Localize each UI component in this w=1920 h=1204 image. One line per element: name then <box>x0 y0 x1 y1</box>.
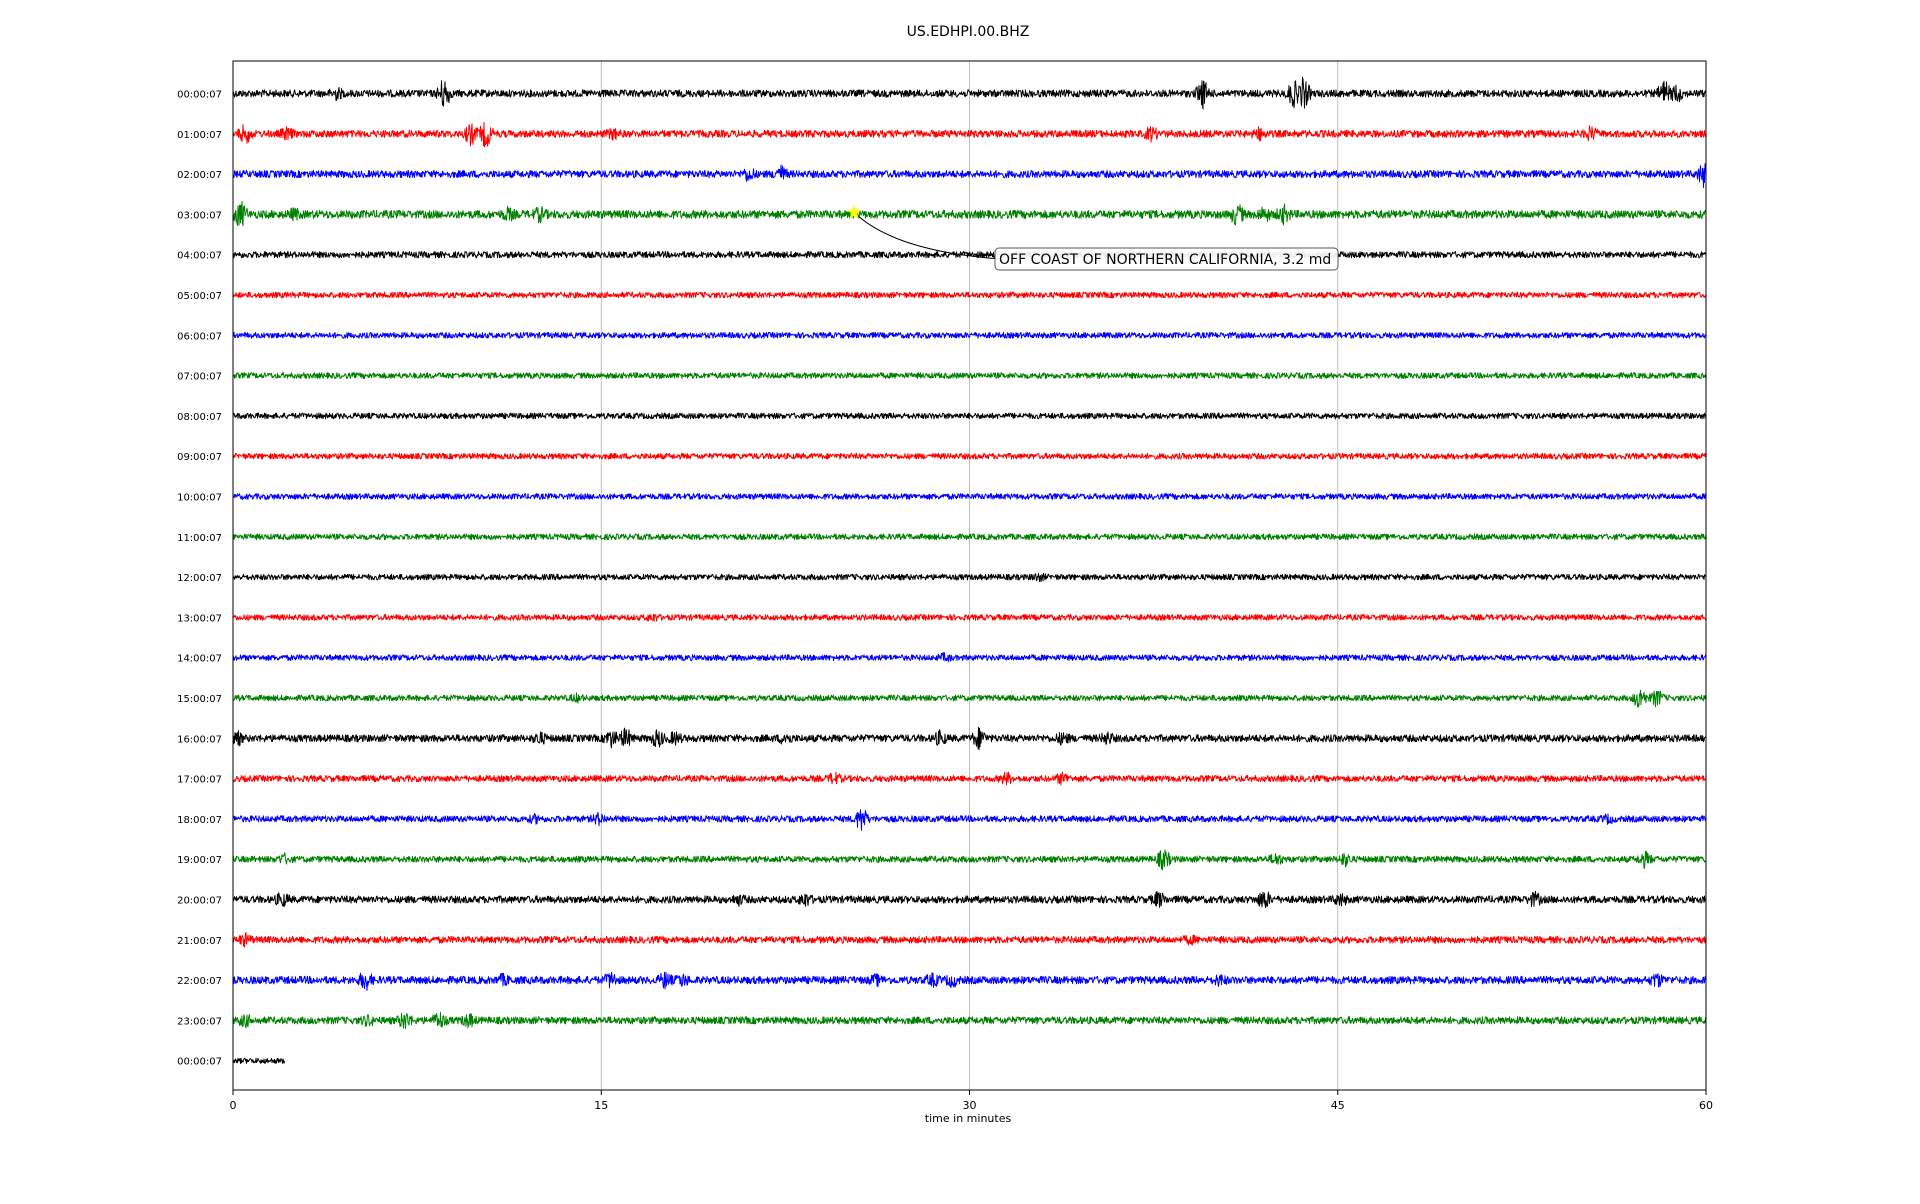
row-time-label: 00:00:07 <box>177 90 222 101</box>
row-time-label: 11:00:07 <box>177 533 222 544</box>
trace-row <box>232 932 1707 948</box>
row-time-label: 04:00:07 <box>177 251 222 262</box>
x-tick-label: 15 <box>594 1099 608 1112</box>
trace-row <box>232 163 1707 188</box>
trace-row <box>232 652 1707 663</box>
event-annotation-layer: OFF COAST OF NORTHERN CALIFORNIA, 3.2 md <box>846 204 1339 271</box>
trace-row <box>232 809 1707 831</box>
trace-row <box>232 971 1707 991</box>
trace-row <box>232 572 1707 583</box>
x-tick-label: 45 <box>1331 1099 1345 1112</box>
row-time-label: 13:00:07 <box>177 613 222 624</box>
row-time-label: 07:00:07 <box>177 372 222 383</box>
trace-row <box>232 122 1707 148</box>
trace-row <box>232 493 1707 500</box>
row-time-label: 00:00:07 <box>177 1057 222 1068</box>
trace-row <box>232 533 1707 541</box>
annotation-text: OFF COAST OF NORTHERN CALIFORNIA, 3.2 md <box>999 252 1331 268</box>
x-axis-label: time in minutes <box>925 1112 1012 1125</box>
trace-row <box>232 613 1707 622</box>
row-time-label: 03:00:07 <box>177 210 222 221</box>
row-time-label: 15:00:07 <box>177 694 222 705</box>
annotation-box <box>994 247 1339 271</box>
trace-row <box>232 452 1707 460</box>
trace-row <box>232 291 1707 299</box>
row-time-label: 17:00:07 <box>177 775 222 786</box>
seismic-traces <box>232 76 1707 1064</box>
trace-row <box>232 76 1707 110</box>
row-time-label: 02:00:07 <box>177 170 222 181</box>
x-tick-label: 60 <box>1699 1099 1713 1112</box>
row-time-label: 01:00:07 <box>177 130 222 141</box>
trace-row <box>232 849 1707 871</box>
row-time-label: 19:00:07 <box>177 855 222 866</box>
trace-row <box>232 412 1707 420</box>
row-time-label: 18:00:07 <box>177 815 222 826</box>
row-time-label: 21:00:07 <box>177 936 222 947</box>
trace-row <box>232 331 1707 339</box>
row-time-label: 23:00:07 <box>177 1016 222 1027</box>
row-time-label: 16:00:07 <box>177 734 222 745</box>
trace-row <box>232 890 1707 908</box>
trace-row <box>232 1057 285 1064</box>
row-time-label: 12:00:07 <box>177 573 222 584</box>
trace-row <box>232 1011 1707 1029</box>
x-axis: 0 15 30 45 60 <box>230 1090 1713 1112</box>
row-time-label: 10:00:07 <box>177 493 222 504</box>
row-time-label: 09:00:07 <box>177 452 222 463</box>
trace-row <box>232 727 1707 751</box>
trace-row <box>232 200 1707 227</box>
row-time-label: 08:00:07 <box>177 412 222 423</box>
row-time-label: 06:00:07 <box>177 331 222 342</box>
row-time-label: 20:00:07 <box>177 896 222 907</box>
x-tick-label: 30 <box>963 1099 977 1112</box>
trace-row <box>232 372 1707 379</box>
trace-row <box>232 251 1707 259</box>
row-time-label: 22:00:07 <box>177 976 222 987</box>
row-time-labels: 00:00:07 01:00:07 02:00:07 03:00:07 04:00:07… <box>177 90 222 1068</box>
trace-row <box>232 689 1707 708</box>
annotation-arrow <box>853 212 1001 260</box>
event-star-marker <box>846 204 862 219</box>
trace-row <box>232 771 1707 786</box>
row-time-label: 05:00:07 <box>177 291 222 302</box>
row-time-label: 14:00:07 <box>177 654 222 665</box>
chart-title: US.EDHPI.00.BHZ <box>907 24 1030 40</box>
x-tick-label: 0 <box>230 1099 237 1112</box>
